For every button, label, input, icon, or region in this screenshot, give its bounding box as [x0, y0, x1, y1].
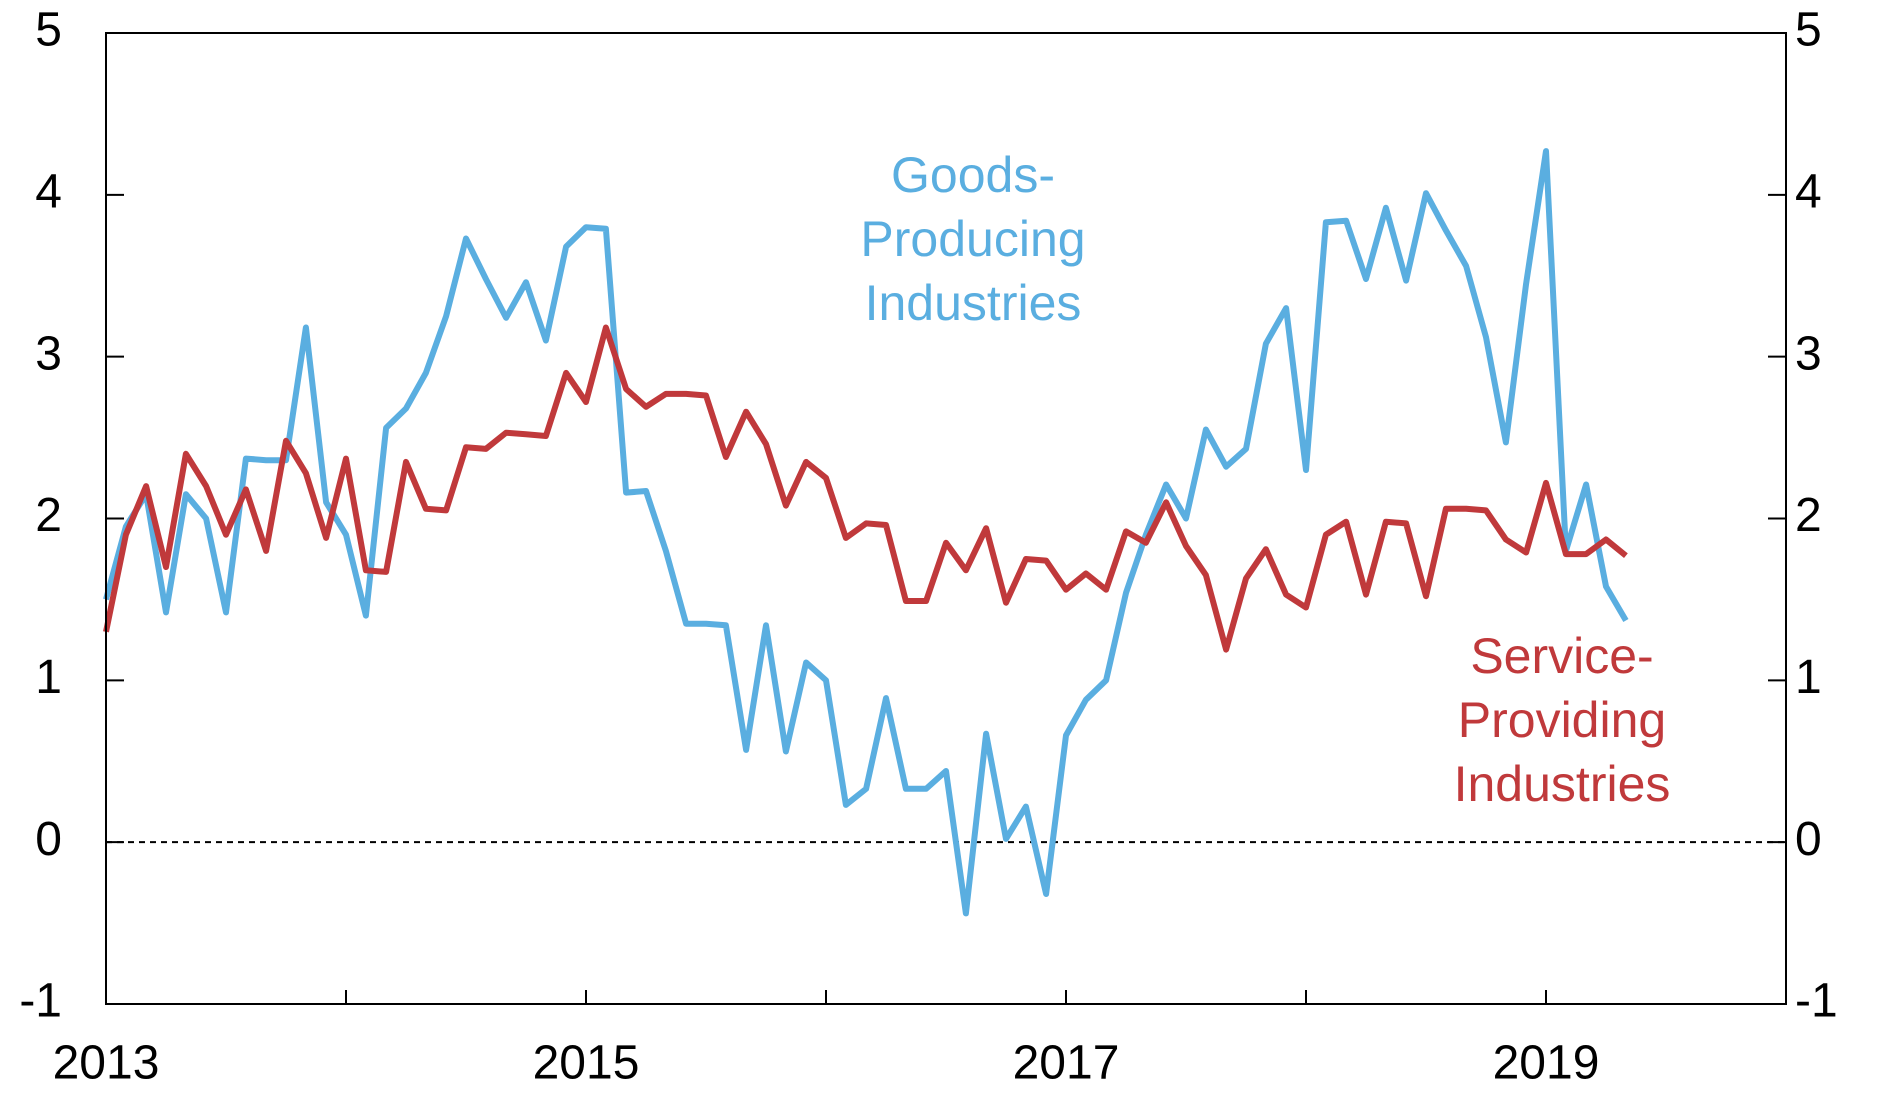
series-line: [103, 148, 1629, 917]
y2-tick-label: 2: [1795, 489, 1822, 542]
x-tick-label: 2013: [53, 1037, 160, 1090]
x-tick-label: 2015: [533, 1037, 640, 1090]
y-tick-label: 5: [35, 4, 62, 57]
y-tick-label: 3: [35, 327, 62, 380]
y2-tick-label: -1: [1795, 975, 1838, 1028]
y-tick-label: 4: [35, 166, 62, 219]
x-tick-label: 2019: [1493, 1037, 1600, 1090]
series-label: Industries: [865, 275, 1082, 331]
series-label: Service-: [1470, 628, 1653, 684]
y2-tick-label: 1: [1795, 651, 1822, 704]
y-tick-label: -1: [19, 975, 62, 1028]
series-label: Producing: [860, 211, 1085, 267]
series-label: Industries: [1454, 756, 1671, 812]
y2-tick-label: 0: [1795, 813, 1822, 866]
plot-frame: [105, 32, 1787, 1005]
x-tick-label: 2017: [1013, 1037, 1120, 1090]
series-label: Providing: [1458, 692, 1666, 748]
y-tick-label: 0: [35, 813, 62, 866]
y2-tick-label: 3: [1795, 327, 1822, 380]
series-line: [103, 324, 1628, 653]
y2-tick-label: 5: [1795, 4, 1822, 57]
y2-tick-label: 4: [1795, 166, 1822, 219]
y-tick-label: 2: [35, 489, 62, 542]
series-label: Goods-: [891, 147, 1055, 203]
y-tick-label: 1: [35, 651, 62, 704]
